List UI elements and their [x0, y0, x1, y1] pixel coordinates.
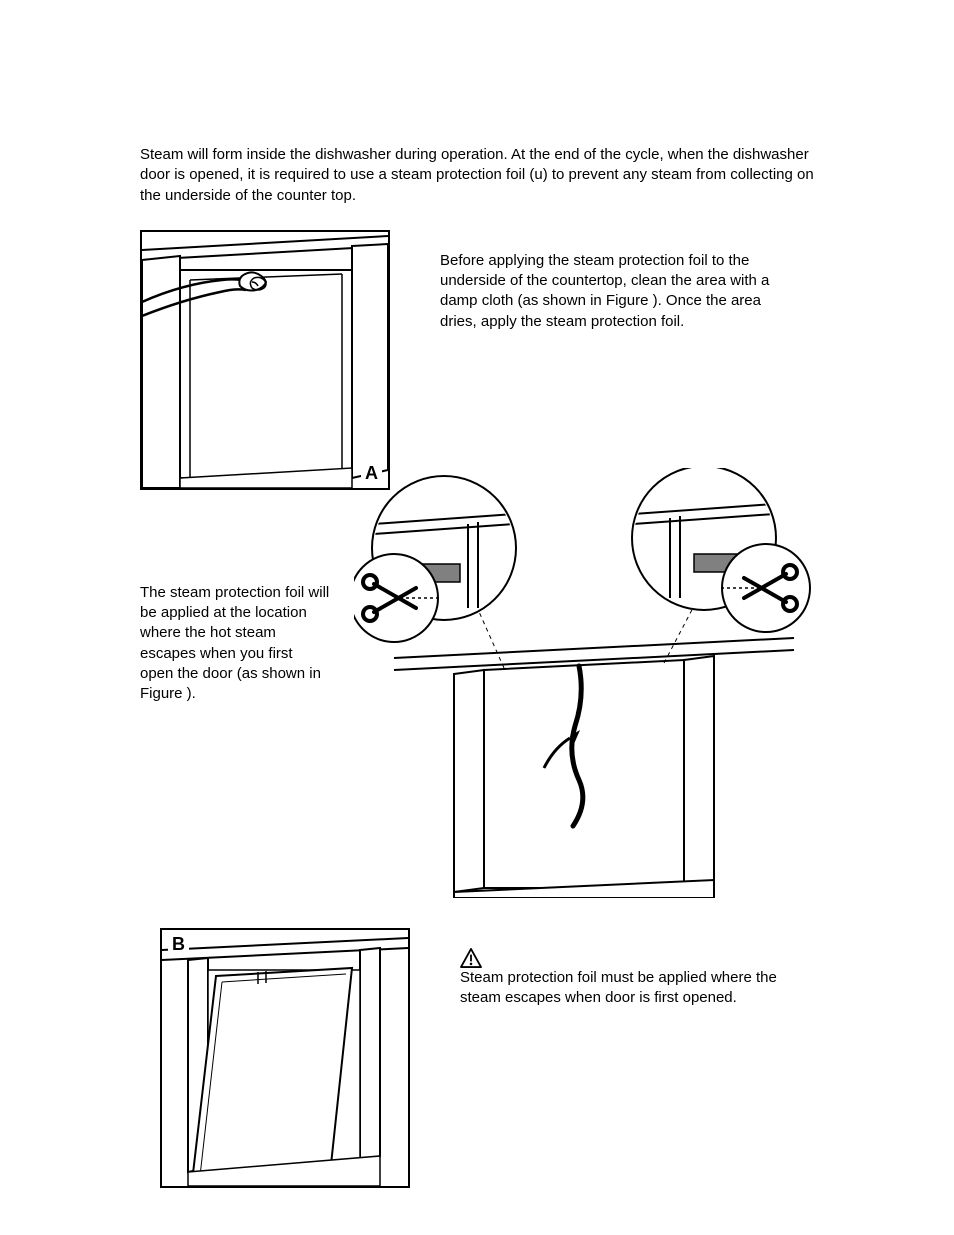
figure-a-illustration: [142, 232, 388, 488]
document-page: Steam will form inside the dishwasher du…: [0, 0, 954, 1235]
row-figure-a: A Before applying the steam protection f…: [140, 230, 834, 490]
warning-icon: [460, 948, 482, 968]
row-figure-b: B Steam protection foil must be applied …: [140, 928, 834, 1188]
figure-a: A: [140, 230, 390, 490]
text-block-1: Before applying the steam protection foi…: [440, 245, 800, 332]
intro-paragraph: Steam will form inside the dishwasher du…: [140, 145, 820, 206]
row-figure-middle: The steam protection foil will be applie…: [140, 468, 834, 898]
figure-b-label: B: [168, 932, 189, 956]
figure-b-illustration: [162, 930, 408, 1186]
figure-middle: [354, 468, 814, 898]
warning-text: Steam protection foil must be applied wh…: [460, 969, 777, 1006]
text-block-2: The steam protection foil will be applie…: [140, 483, 330, 705]
figure-middle-illustration: [354, 468, 814, 898]
figure-a-label: A: [361, 461, 382, 485]
warning-block: Steam protection foil must be applied wh…: [460, 928, 800, 1009]
figure-b: B: [160, 928, 410, 1188]
